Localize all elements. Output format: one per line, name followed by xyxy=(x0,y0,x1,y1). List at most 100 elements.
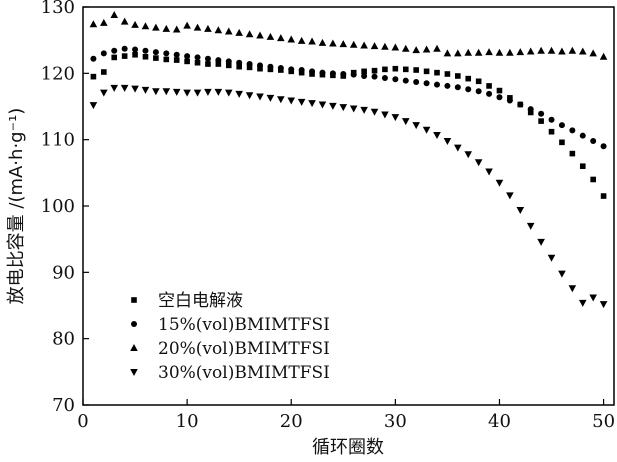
data-point xyxy=(287,97,296,105)
data-point xyxy=(172,25,181,33)
data-point xyxy=(401,118,410,126)
data-point xyxy=(194,54,201,61)
data-point xyxy=(486,90,493,97)
data-point xyxy=(318,101,327,109)
data-point xyxy=(526,222,535,230)
data-point xyxy=(297,36,306,44)
data-point xyxy=(579,132,586,139)
data-point xyxy=(547,254,556,262)
data-point xyxy=(433,132,441,140)
data-point xyxy=(266,32,275,40)
x-tick-label: 40 xyxy=(488,411,511,432)
data-point xyxy=(434,69,440,76)
data-point xyxy=(401,44,410,52)
y-tick-label: 110 xyxy=(41,130,75,151)
data-point xyxy=(485,48,493,56)
axis-tick-labels: 0 10 20 30 40 50 70 80 90 100 110 120 130 xyxy=(41,0,615,432)
data-point xyxy=(257,65,263,72)
data-point xyxy=(464,151,473,159)
data-point xyxy=(224,27,233,35)
data-point xyxy=(153,55,159,61)
data-point xyxy=(381,111,389,119)
data-point xyxy=(589,294,597,302)
data-point xyxy=(361,68,367,75)
data-point xyxy=(413,67,419,73)
data-point xyxy=(600,193,607,199)
data-point xyxy=(454,49,462,57)
data-point xyxy=(142,47,149,54)
data-point xyxy=(526,47,535,55)
data-point xyxy=(225,58,232,65)
data-point xyxy=(257,62,263,69)
data-point xyxy=(340,70,347,77)
legend-label: 空白电解液 xyxy=(158,291,243,311)
legend-label: 30%(vol)BMIMTFSI xyxy=(158,363,330,383)
data-point xyxy=(235,90,243,98)
data-point xyxy=(246,61,253,68)
data-point xyxy=(590,137,597,144)
data-point xyxy=(548,128,555,135)
data-point xyxy=(391,114,400,122)
data-point xyxy=(443,49,452,57)
data-point xyxy=(256,93,264,101)
data-point xyxy=(349,105,358,113)
data-point xyxy=(527,106,534,113)
data-point xyxy=(298,67,305,74)
data-point xyxy=(329,102,337,110)
x-tick-label: 20 xyxy=(280,411,303,432)
data-point xyxy=(548,116,555,123)
data-point xyxy=(475,88,482,95)
series-triangle-up xyxy=(89,10,608,60)
data-point xyxy=(100,89,108,97)
data-point xyxy=(121,45,128,52)
data-point xyxy=(100,18,108,26)
data-point xyxy=(527,109,534,116)
data-point xyxy=(486,83,492,89)
data-point xyxy=(132,46,139,53)
y-axis-title: 放电比容量 /(mA·h·g⁻¹) xyxy=(6,108,27,305)
data-point xyxy=(173,57,180,63)
data-point xyxy=(413,78,420,85)
data-point xyxy=(101,69,107,75)
data-point xyxy=(402,77,409,84)
data-point xyxy=(444,71,451,77)
data-point xyxy=(205,61,211,67)
data-point xyxy=(193,89,202,97)
x-tick-label: 0 xyxy=(77,411,88,432)
data-point xyxy=(423,68,430,75)
data-point xyxy=(547,46,556,54)
data-point xyxy=(90,73,97,80)
x-tick-label: 10 xyxy=(176,411,199,432)
data-point xyxy=(339,104,348,112)
data-point xyxy=(558,122,565,129)
data-point xyxy=(392,76,399,83)
y-tick-label: 130 xyxy=(41,0,75,18)
data-point xyxy=(214,26,223,34)
data-point xyxy=(558,47,566,55)
data-point xyxy=(308,100,316,108)
data-point xyxy=(236,63,242,70)
data-point xyxy=(297,98,306,106)
data-point xyxy=(288,66,295,73)
data-point xyxy=(204,24,212,32)
data-point xyxy=(349,40,358,48)
data-point xyxy=(162,88,171,96)
data-point xyxy=(496,94,503,101)
y-tick-label: 70 xyxy=(52,395,75,416)
data-point xyxy=(558,270,566,278)
data-point xyxy=(308,37,316,45)
data-point xyxy=(402,66,409,73)
y-tick-label: 100 xyxy=(41,196,75,217)
data-point xyxy=(599,52,608,60)
data-point xyxy=(89,102,98,110)
data-point xyxy=(465,75,472,82)
data-point xyxy=(455,73,461,79)
legend-marker xyxy=(130,369,138,376)
data-point xyxy=(485,168,493,176)
data-point xyxy=(184,58,190,65)
data-point xyxy=(600,143,607,150)
data-point xyxy=(422,126,431,134)
series-square xyxy=(90,51,607,199)
data-point xyxy=(465,86,472,93)
legend-marker xyxy=(130,344,138,351)
